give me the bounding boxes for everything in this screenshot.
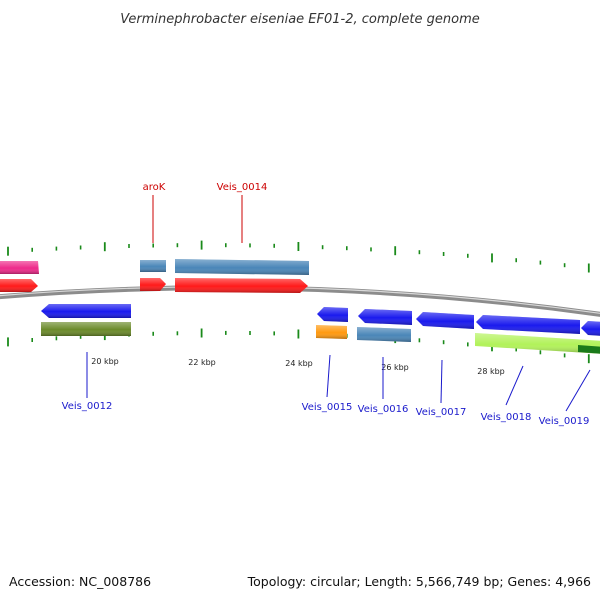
reverse-strand-genes: [41, 304, 600, 354]
top-tick-ring: [7, 240, 590, 273]
scale-labels: 20 kbp 22 kbp 24 kbp 26 kbp 28 kbp: [91, 357, 505, 376]
gene-feature-veis-0017[interactable]: [416, 312, 474, 329]
gene-feature-veis-0018[interactable]: [476, 315, 580, 334]
leader-line-veis-0018: [505, 365, 524, 406]
gene-feature-orange[interactable]: [316, 325, 347, 339]
gene-feature-veis-0016-steel[interactable]: [357, 327, 411, 342]
gene-feature-olive[interactable]: [41, 322, 131, 336]
gene-feature-veis-0014-steel[interactable]: [175, 259, 309, 275]
gene-feature-arok-steel[interactable]: [140, 260, 166, 272]
gene-feature-veis-0015[interactable]: [317, 307, 348, 322]
gene-feature-red-left[interactable]: [0, 279, 38, 292]
scale-label-20kbp: 20 kbp: [91, 357, 119, 366]
gene-feature-pink[interactable]: [0, 261, 39, 274]
map-title: Verminephrobacter eiseniae EF01-2, compl…: [120, 12, 479, 27]
bottom-gene-labels: Veis_0012 Veis_0015 Veis_0016 Veis_0017 …: [62, 352, 591, 427]
gene-label-veis-0014[interactable]: Veis_0014: [217, 182, 268, 193]
forward-strand-genes: [0, 259, 309, 293]
gene-feature-darkgreen[interactable]: [578, 345, 600, 354]
gene-label-veis-0019[interactable]: Veis_0019: [539, 416, 590, 427]
gene-label-veis-0015[interactable]: Veis_0015: [302, 402, 353, 413]
gene-feature-veis-0014[interactable]: [175, 278, 308, 293]
gene-feature-arok[interactable]: [140, 278, 166, 291]
gene-feature-veis-0016[interactable]: [358, 309, 412, 325]
genome-summary: Topology: circular; Length: 5,566,749 bp…: [247, 574, 591, 589]
gene-feature-veis-0012[interactable]: [41, 304, 131, 318]
accession-label: Accession: NC_008786: [9, 574, 152, 589]
gene-label-veis-0016[interactable]: Veis_0016: [358, 404, 409, 415]
gene-label-veis-0012[interactable]: Veis_0012: [62, 401, 113, 412]
leader-line-veis-0017: [440, 359, 443, 404]
gene-feature-veis-0019[interactable]: [581, 321, 600, 336]
gene-label-arok[interactable]: aroK: [143, 182, 166, 193]
top-gene-labels: aroK Veis_0014: [143, 182, 268, 243]
leader-line-veis-0015: [326, 354, 331, 398]
scale-label-26kbp: 26 kbp: [381, 363, 409, 372]
gene-feature-lime[interactable]: [475, 333, 600, 354]
scale-label-22kbp: 22 kbp: [188, 358, 216, 367]
gene-label-veis-0017[interactable]: Veis_0017: [416, 407, 467, 418]
gene-label-veis-0018[interactable]: Veis_0018: [481, 412, 532, 423]
scale-label-28kbp: 28 kbp: [477, 367, 505, 376]
leader-line-veis-0019: [565, 369, 591, 412]
scale-label-24kbp: 24 kbp: [285, 359, 313, 368]
